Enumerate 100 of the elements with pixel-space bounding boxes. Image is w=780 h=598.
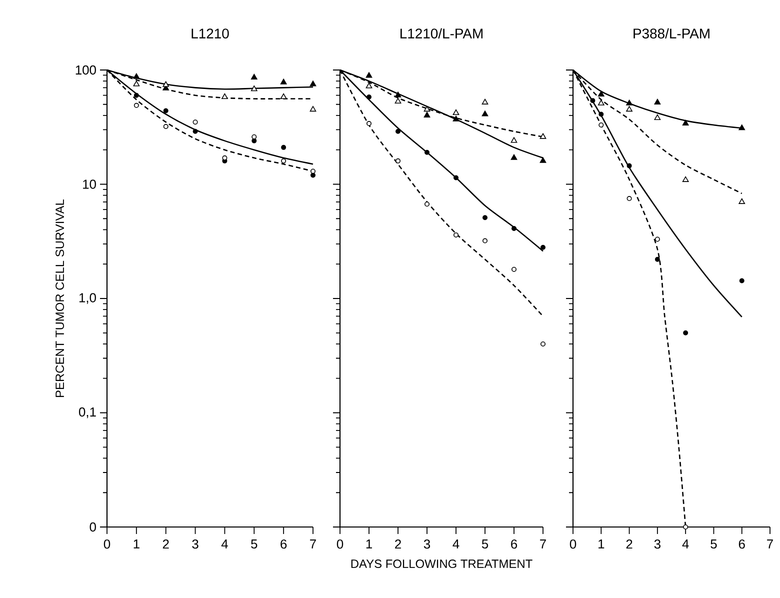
point [452,109,460,116]
point [162,81,170,87]
x-tick-label: 0 [104,539,110,549]
point [280,93,287,100]
point [626,106,632,112]
chart-title: L1210/L-PAM [400,28,482,38]
point [310,172,316,178]
x-tick-label: 2 [395,539,401,549]
point [192,120,198,125]
point [482,98,488,104]
point [366,82,372,88]
x-tick-label: 3 [192,539,198,549]
point [394,92,402,98]
y-axis-title: PERCENT TUMOR CELL SURVIVAL [56,199,64,397]
x-tick-label: 5 [482,539,488,549]
point [424,106,430,112]
point [512,226,516,231]
x-tick-label: 1 [598,539,604,548]
point [590,98,596,104]
point [482,215,488,220]
point [654,236,660,242]
point [682,176,689,182]
x-axis-title: DAYS FOLLOWING TREATMENT [351,560,532,568]
point [738,198,746,204]
point [250,86,258,92]
point [133,80,140,86]
chart-title: L1210 [192,28,229,38]
point [281,158,286,164]
point [626,100,632,106]
point [366,121,372,126]
point [424,202,430,207]
point [626,163,632,168]
x-tick-label: 5 [710,539,717,549]
point [482,110,488,116]
x-tick-label: 1 [366,539,372,548]
point [280,78,287,84]
x-tick-label: 6 [280,539,287,549]
point [654,114,661,120]
point [683,524,688,530]
point [396,158,400,164]
x-tick-label: 2 [626,539,632,549]
y-tick-label: 10 [83,180,96,189]
point [252,134,257,140]
point [192,128,198,134]
x-tick-label: 0 [570,539,576,549]
x-tick-label: 1 [134,539,140,548]
x-tick-label: 3 [424,539,430,549]
point [310,80,316,86]
point [366,72,372,78]
point [540,341,546,346]
point [252,138,257,144]
point [134,92,139,98]
point [310,168,316,174]
point [424,150,430,155]
point [394,98,402,104]
point [540,157,546,163]
point [396,128,400,134]
point [512,266,516,272]
point [598,100,604,106]
point [452,116,460,122]
point [310,106,316,112]
point [626,196,632,202]
y-tick-label: 100 [76,65,96,75]
point [738,124,746,130]
point [598,90,604,97]
x-tick-label: 0 [336,539,344,549]
point [510,154,518,160]
point [739,278,744,284]
point [454,175,458,180]
x-tick-label: 6 [511,539,518,549]
point [163,108,168,114]
point [540,133,546,139]
y-tick-label: 1,0 [79,293,96,304]
x-tick-label: 7 [767,539,773,548]
point [683,330,688,336]
point [281,144,286,150]
point [424,112,430,118]
x-tick-label: 7 [540,539,546,548]
point [654,98,661,104]
x-tick-label: 5 [251,539,258,549]
y-tick-label: 0,1 [78,407,96,418]
point [133,73,140,79]
point [540,244,546,250]
point [682,120,689,126]
point [366,94,372,100]
point [598,122,604,128]
point [250,74,258,80]
x-tick-label: 2 [162,539,169,549]
chart-title: P388/L-PAM [634,28,710,38]
x-tick-label: 3 [654,539,660,549]
point [510,137,518,143]
x-tick-label: 6 [738,539,745,549]
y-tick-label: 0 [90,522,96,532]
x-tick-label: 4 [221,539,228,548]
point [134,102,139,108]
x-tick-label: 4 [452,539,460,548]
point [454,232,458,238]
point [598,112,604,117]
point [222,93,228,100]
point [222,155,228,160]
